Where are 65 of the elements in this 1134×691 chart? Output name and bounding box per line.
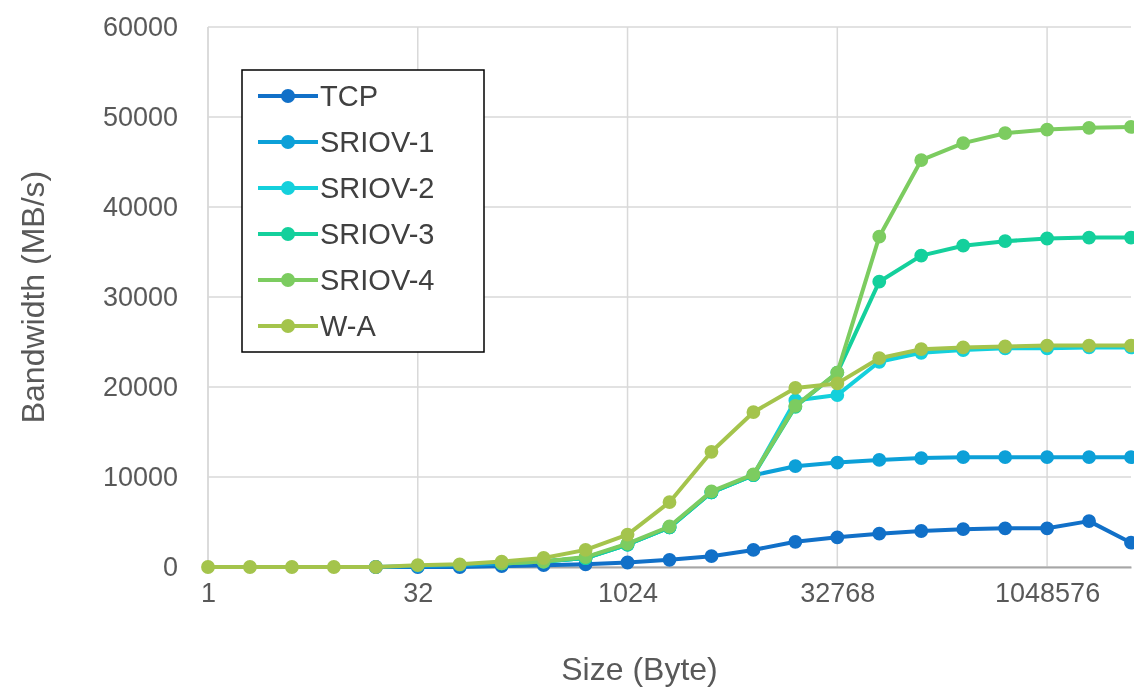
point xyxy=(788,459,803,474)
legend-label: SRIOV-4 xyxy=(320,264,435,296)
point xyxy=(914,248,929,263)
point xyxy=(830,376,845,391)
y-axis-title: Bandwidth (MB/s) xyxy=(15,170,51,424)
point xyxy=(285,560,299,574)
point xyxy=(662,552,677,567)
point xyxy=(746,543,761,557)
point xyxy=(998,521,1013,536)
y-tick-label: 30000 xyxy=(102,282,178,313)
point xyxy=(956,522,971,537)
y-tick-label: 20000 xyxy=(102,372,178,403)
point xyxy=(872,526,887,541)
x-axis-title: Size (Byte) xyxy=(561,651,718,687)
point xyxy=(620,555,635,570)
x-tick-label: 32 xyxy=(403,578,434,609)
point xyxy=(998,234,1013,249)
point xyxy=(998,450,1013,465)
point xyxy=(1082,450,1096,465)
legend-label: SRIOV-2 xyxy=(320,172,435,204)
point xyxy=(956,136,971,150)
y-tick-label: 40000 xyxy=(102,192,178,223)
point xyxy=(914,451,929,465)
legend-label: W-A xyxy=(320,310,377,342)
legend-label: SRIOV-1 xyxy=(320,126,435,158)
y-tick-label: 0 xyxy=(162,552,178,583)
point xyxy=(830,455,845,470)
point xyxy=(872,229,887,244)
point xyxy=(1082,514,1096,528)
point xyxy=(830,388,845,402)
point xyxy=(1040,122,1054,137)
point xyxy=(1082,230,1096,245)
point xyxy=(1040,450,1054,465)
point xyxy=(914,524,929,538)
point xyxy=(956,238,971,253)
point xyxy=(872,274,887,289)
x-tick-label: 32768 xyxy=(800,578,876,609)
x-tick-label: 1024 xyxy=(598,578,659,609)
point xyxy=(620,527,635,542)
point xyxy=(998,126,1013,141)
point xyxy=(243,560,257,574)
y-tick-label: 50000 xyxy=(102,102,178,133)
y-tick-label: 10000 xyxy=(102,462,178,493)
point xyxy=(704,549,719,564)
point xyxy=(872,453,887,467)
point xyxy=(536,551,551,565)
point xyxy=(201,560,215,574)
point xyxy=(1040,231,1054,246)
point xyxy=(956,450,971,465)
x-tick-label: 1 xyxy=(200,578,217,609)
point xyxy=(746,405,761,420)
point xyxy=(788,534,803,549)
point xyxy=(830,530,845,545)
point xyxy=(1082,120,1096,135)
point xyxy=(788,381,803,395)
point xyxy=(662,495,677,510)
x-tick-label: 1048576 xyxy=(995,578,1101,609)
point xyxy=(914,153,929,168)
legend-label: TCP xyxy=(320,80,378,112)
legend-label: SRIOV-3 xyxy=(320,218,435,250)
point xyxy=(578,543,593,557)
y-tick-label: 60000 xyxy=(102,12,178,43)
point xyxy=(704,444,719,459)
point xyxy=(1040,521,1054,536)
point xyxy=(326,560,341,574)
